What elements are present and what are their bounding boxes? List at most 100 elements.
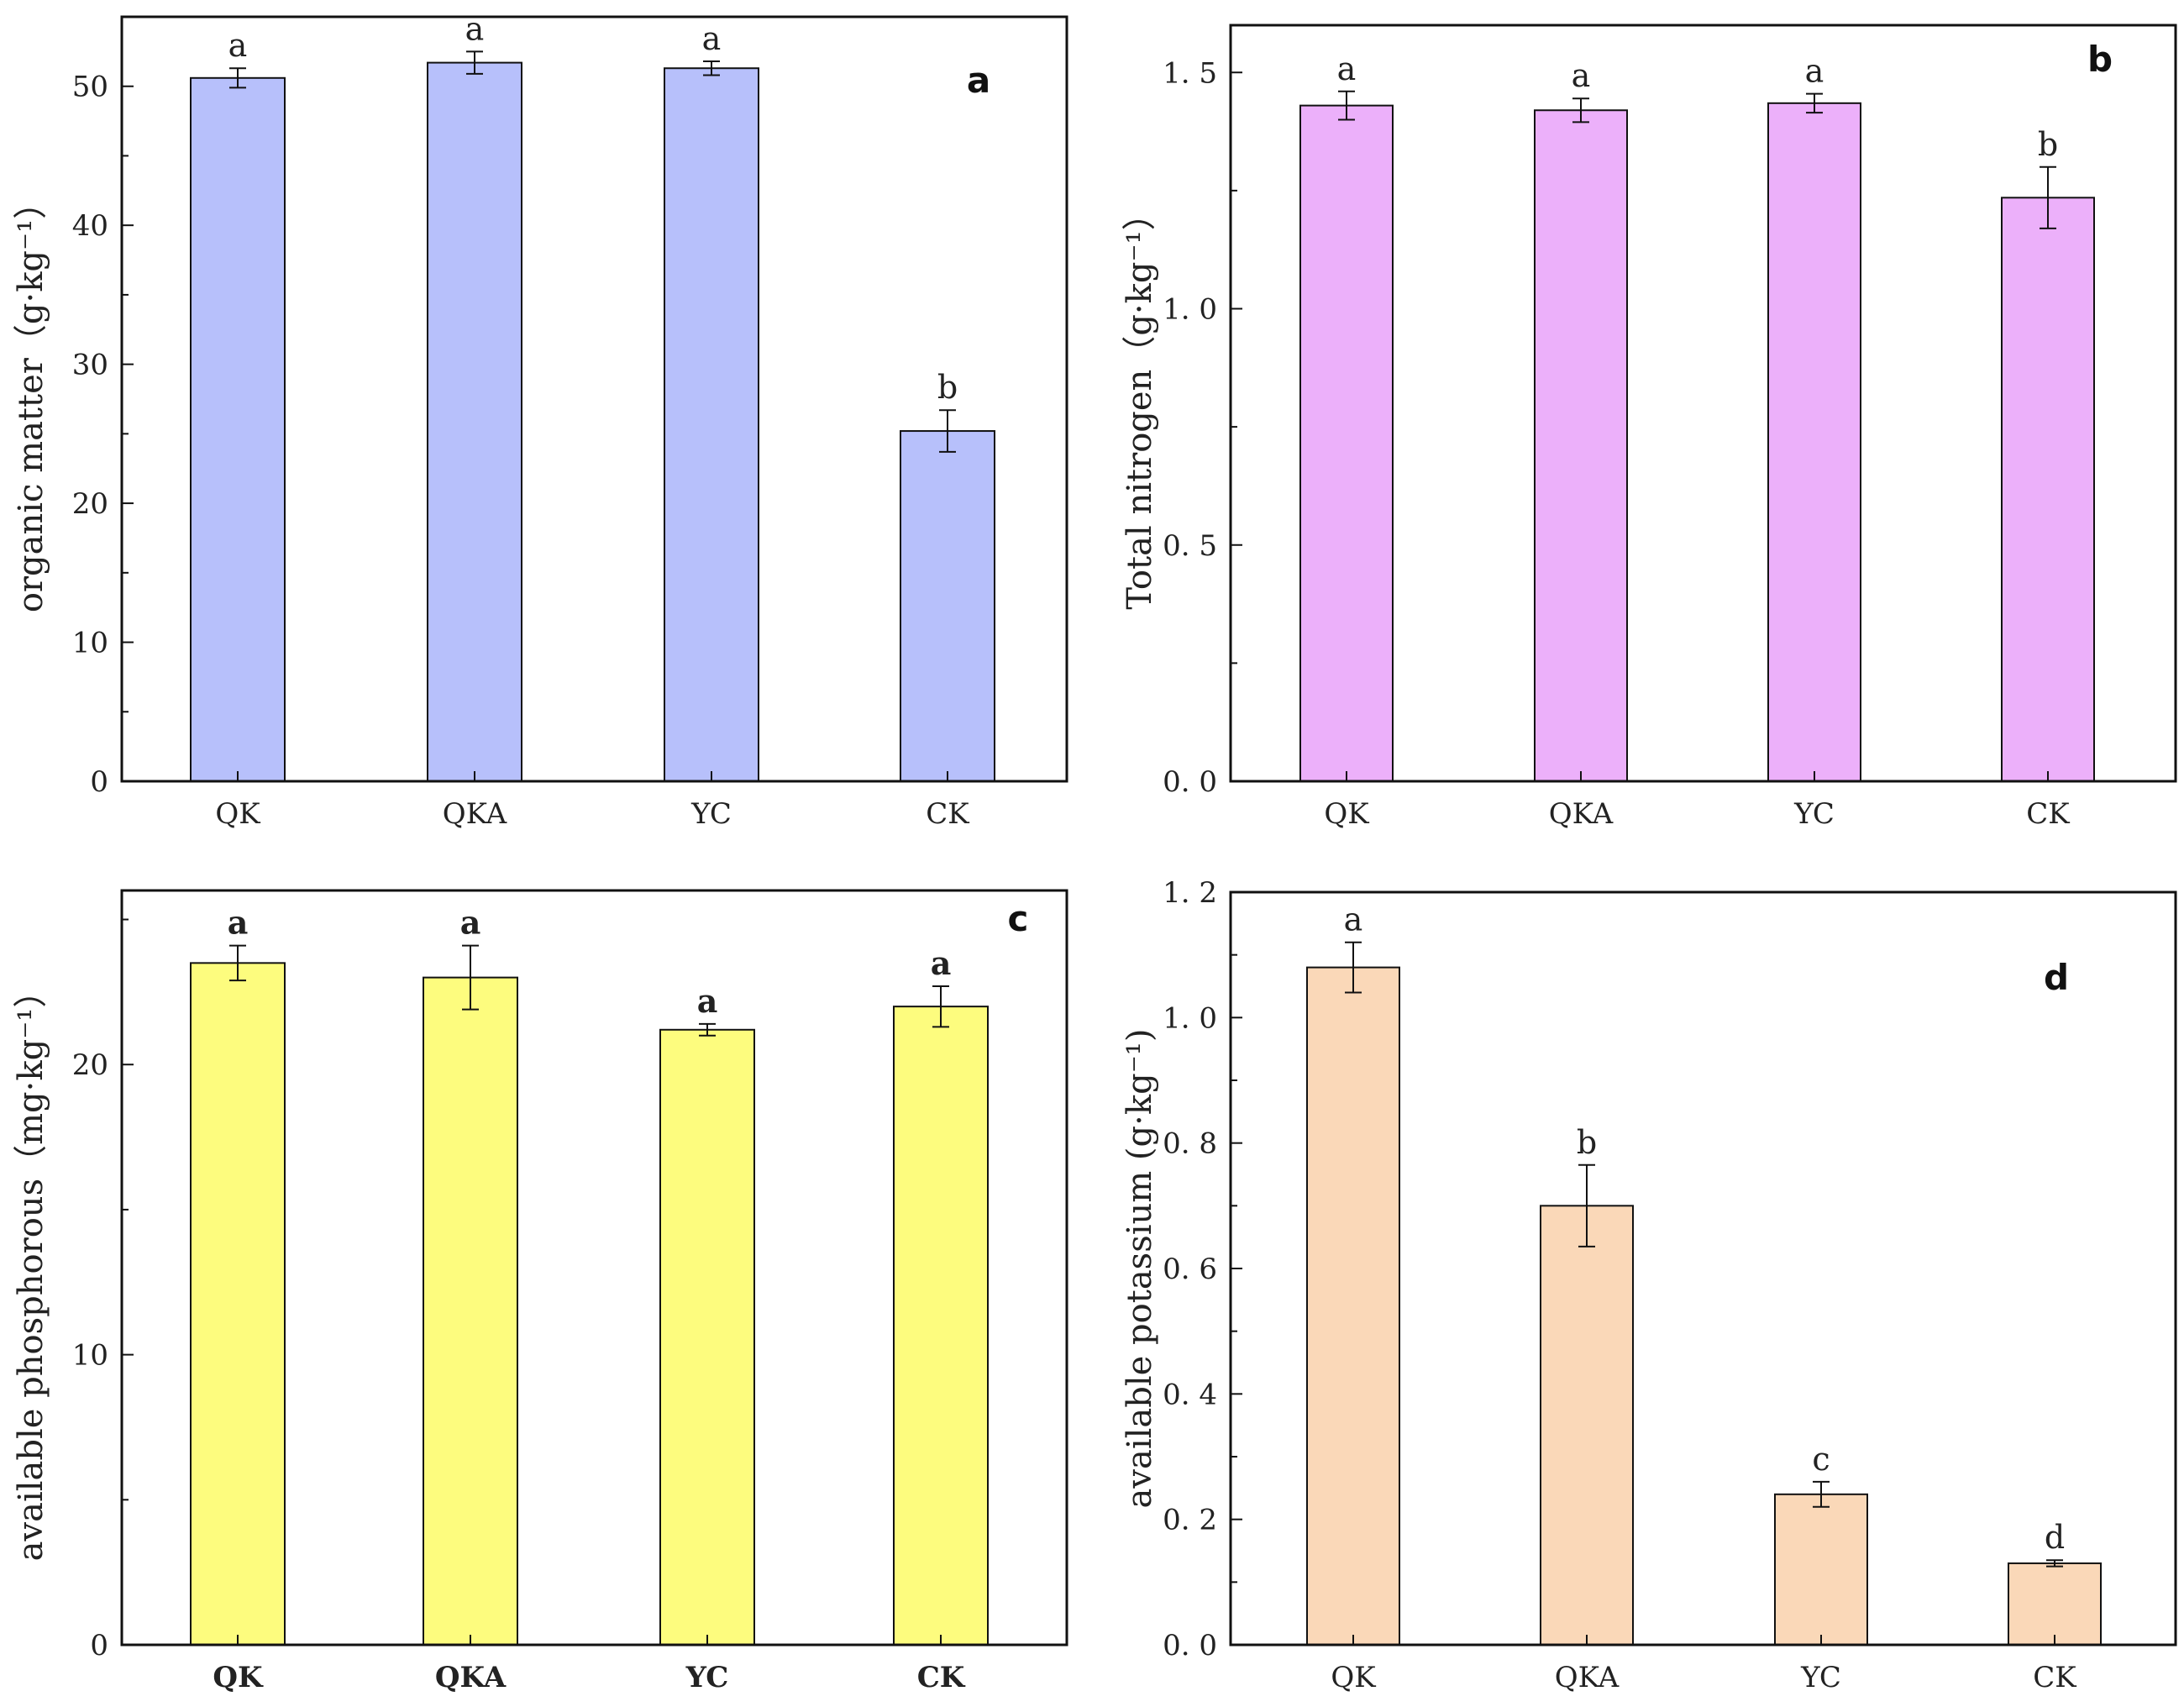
error-bar-ck bbox=[2040, 165, 2056, 229]
bar-qk bbox=[190, 76, 286, 783]
panel-letter: d bbox=[2044, 957, 2069, 998]
y-axis-label: available potassium (g·kg⁻¹) bbox=[1121, 1029, 1159, 1509]
significance-label-yc: a bbox=[1805, 53, 1824, 90]
x-tick-label-yc: YC bbox=[690, 797, 732, 831]
x-tick-label-qk: QK bbox=[1331, 1661, 1376, 1694]
significance-label-yc: a bbox=[697, 982, 718, 1020]
bar-ck bbox=[2001, 197, 2095, 782]
panel-letter: c bbox=[1008, 898, 1029, 939]
error-bar-yc bbox=[1813, 1480, 1830, 1508]
significance-label-ck: b bbox=[937, 369, 958, 406]
y-tick-label: 20 bbox=[72, 487, 108, 521]
significance-label-qk: a bbox=[1337, 50, 1357, 87]
bar-qk bbox=[1306, 966, 1400, 1646]
y-tick-label: 0. 8 bbox=[1163, 1127, 1217, 1161]
significance-label-qka: a bbox=[465, 10, 485, 47]
significance-label-qk: a bbox=[1344, 901, 1363, 938]
y-axis-label: Total nitrogen（g·kg⁻¹） bbox=[1121, 197, 1159, 609]
x-tick-label-yc: YC bbox=[685, 1661, 729, 1694]
y-tick-label: 0 bbox=[90, 1629, 108, 1662]
bar-ck bbox=[893, 1006, 989, 1646]
error-bar-qka bbox=[1572, 97, 1589, 123]
panel-d: a b c d 0. 0 0. 2 0. 4 0. 6 0. 8 1. 0 1. 2 QK QKA YC C… bbox=[1121, 876, 2177, 1694]
panel-c: a a a a 0 10 20 QK QKA YC CK available phosphorous（… bbox=[12, 889, 1068, 1694]
x-tick-label-ck: CK bbox=[926, 797, 969, 831]
y-tick-label: 10 bbox=[72, 627, 108, 660]
y-tick-label: 0. 0 bbox=[1163, 765, 1217, 799]
y-tick-label: 20 bbox=[72, 1048, 108, 1082]
y-tick-label: 0. 4 bbox=[1163, 1378, 1217, 1411]
y-tick-label: 0. 6 bbox=[1163, 1253, 1217, 1286]
y-tick-label: 1. 0 bbox=[1163, 1001, 1217, 1035]
plot-frame bbox=[120, 15, 1068, 783]
x-tick-label-ck: CK bbox=[2033, 1661, 2076, 1694]
significance-label-yc: c bbox=[1812, 1441, 1830, 1478]
x-tick-label-yc: YC bbox=[1800, 1661, 1841, 1694]
x-tick-label-qka: QKA bbox=[1549, 797, 1614, 831]
bar-yc bbox=[659, 1028, 755, 1647]
y-tick-label: 0. 0 bbox=[1163, 1629, 1217, 1662]
x-tick-label-qka: QKA bbox=[1555, 1661, 1620, 1694]
significance-label-qk: a bbox=[228, 27, 248, 64]
error-bar-ck bbox=[939, 409, 956, 453]
x-tick-label-qka: QKA bbox=[443, 797, 507, 831]
bar-qka bbox=[1540, 1205, 1634, 1647]
y-tick-label: 0 bbox=[90, 765, 108, 799]
plot-frame bbox=[1229, 24, 2177, 783]
panel-letter: a bbox=[967, 60, 990, 101]
y-tick-label: 40 bbox=[72, 209, 108, 243]
error-bar-yc bbox=[703, 60, 720, 76]
error-bar-qka bbox=[466, 50, 483, 75]
error-bar-qka bbox=[462, 944, 479, 1011]
y-tick-label: 0. 2 bbox=[1163, 1504, 1217, 1537]
x-tick-label-yc: YC bbox=[1793, 797, 1835, 831]
bar-qka bbox=[1534, 109, 1628, 782]
significance-label-qka: a bbox=[1572, 57, 1591, 94]
x-tick-label-qka: QKA bbox=[435, 1661, 507, 1694]
significance-label-yc: a bbox=[702, 20, 722, 57]
y-tick-label: 50 bbox=[72, 71, 108, 104]
significance-label-qk: a bbox=[228, 904, 249, 942]
significance-label-ck: d bbox=[2045, 1519, 2065, 1556]
error-bar-qka bbox=[1578, 1163, 1595, 1247]
panel-letter: b bbox=[2087, 39, 2113, 80]
bar-qka bbox=[427, 61, 522, 783]
error-bar-qk bbox=[229, 67, 246, 89]
x-tick-label-ck: CK bbox=[917, 1661, 966, 1694]
error-bar-ck bbox=[2046, 1559, 2063, 1568]
x-tick-label-qk: QK bbox=[213, 1661, 264, 1694]
significance-label-ck: a bbox=[931, 944, 952, 982]
error-bar-ck bbox=[932, 985, 949, 1028]
bar-ck bbox=[900, 430, 995, 783]
y-tick-label: 1. 5 bbox=[1163, 56, 1217, 90]
bar-yc bbox=[1767, 102, 1861, 782]
y-axis-label: available phosphorous（mg·kg⁻¹） bbox=[12, 974, 50, 1562]
bar-qk bbox=[1299, 104, 1394, 782]
x-tick-label-qk: QK bbox=[1324, 797, 1369, 831]
significance-label-qka: b bbox=[1577, 1124, 1597, 1161]
bar-ck bbox=[2008, 1562, 2102, 1647]
error-bar-yc bbox=[1806, 92, 1823, 114]
panel-a: a a a b 0 10 20 30 40 50 QK QKA YC CK organic matter（g… bbox=[12, 10, 1068, 831]
x-tick-label-ck: CK bbox=[2026, 797, 2070, 831]
y-tick-label: 0. 5 bbox=[1163, 529, 1217, 563]
error-bar-qk bbox=[229, 944, 246, 982]
error-bar-yc bbox=[699, 1022, 716, 1037]
y-tick-label: 30 bbox=[72, 349, 108, 382]
y-tick-label: 1. 0 bbox=[1163, 293, 1217, 327]
y-tick-label: 1. 2 bbox=[1163, 876, 1217, 910]
error-bar-qk bbox=[1345, 941, 1362, 994]
bar-yc bbox=[664, 67, 759, 782]
significance-label-qka: a bbox=[460, 904, 481, 942]
bar-qk bbox=[190, 962, 286, 1647]
significance-label-ck: b bbox=[2038, 126, 2058, 163]
panel-b: a a a b 0. 0 0. 5 1. 0 1. 5 QK QKA YC CK Total nitro… bbox=[1121, 24, 2177, 831]
y-axis-label: organic matter（g·kg⁻¹） bbox=[12, 186, 50, 612]
error-bar-qk bbox=[1338, 90, 1355, 121]
bar-yc bbox=[1774, 1493, 1868, 1647]
y-tick-label: 10 bbox=[72, 1339, 108, 1373]
plot-frame bbox=[120, 889, 1068, 1647]
x-tick-label-qk: QK bbox=[215, 797, 260, 831]
bar-qka bbox=[423, 976, 518, 1646]
